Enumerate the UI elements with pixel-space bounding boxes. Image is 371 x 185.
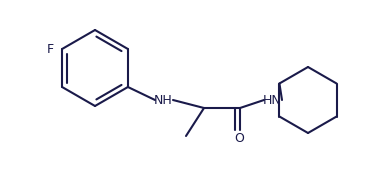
Text: F: F: [47, 43, 54, 56]
Text: HN: HN: [263, 93, 281, 107]
Text: O: O: [234, 132, 244, 144]
Text: NH: NH: [154, 93, 173, 107]
